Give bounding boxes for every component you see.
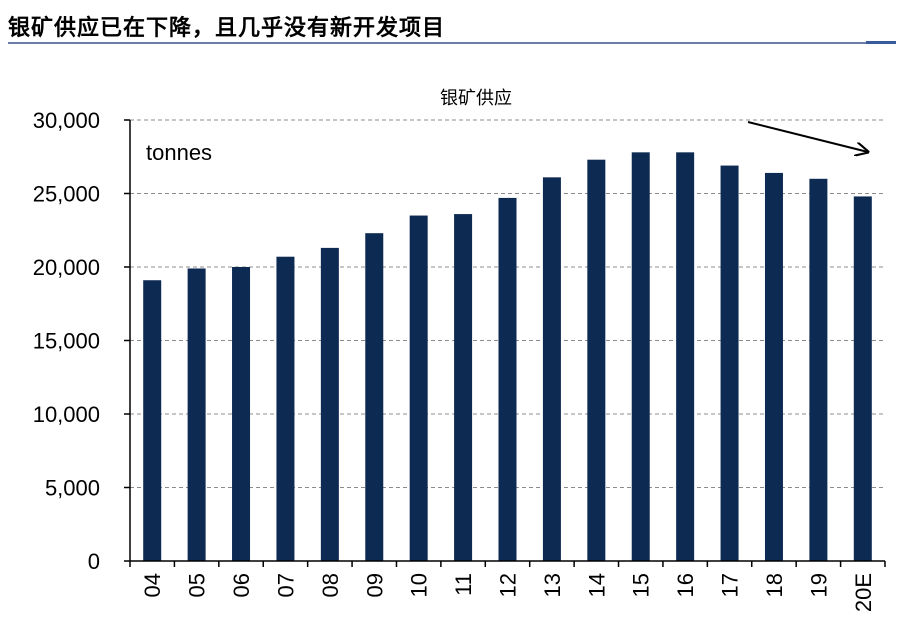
title-underline-accent xyxy=(866,41,896,44)
bar-05 xyxy=(187,268,206,561)
y-tick-label-1: 5,000 xyxy=(45,476,100,501)
y-tick-label-0: 0 xyxy=(88,549,100,574)
trend-arrow xyxy=(747,121,868,152)
title-underline xyxy=(8,42,896,44)
x-tick-label-12: 12 xyxy=(496,573,521,597)
y-tick-label-2: 10,000 xyxy=(33,402,100,427)
bar-13 xyxy=(542,177,561,561)
x-tick-label-16: 16 xyxy=(673,573,698,597)
bar-08 xyxy=(320,247,339,561)
x-tick-label-14: 14 xyxy=(584,573,609,597)
axes xyxy=(124,119,886,567)
bar-09 xyxy=(365,233,384,561)
x-tick-label-05: 05 xyxy=(185,573,210,597)
y-tick-label-4: 20,000 xyxy=(33,255,100,280)
bar-19 xyxy=(809,178,828,562)
bar-10 xyxy=(409,215,428,562)
bar-16 xyxy=(676,152,695,561)
bar-06 xyxy=(232,267,251,561)
x-tick-label-04: 04 xyxy=(140,573,165,597)
x-tick-label-10: 10 xyxy=(407,573,432,597)
x-tick-label-09: 09 xyxy=(362,573,387,597)
bar-17 xyxy=(720,165,739,561)
bar-14 xyxy=(587,159,606,561)
y-tick-label-3: 15,000 xyxy=(33,329,100,354)
y-tick-label-5: 25,000 xyxy=(33,182,100,207)
bar-15 xyxy=(631,152,650,561)
bar-07 xyxy=(276,256,295,561)
chart-title: 银矿供应 xyxy=(440,88,512,109)
x-tick-label-11: 11 xyxy=(451,573,476,596)
x-tick-label-18: 18 xyxy=(762,573,787,597)
bar-11 xyxy=(454,214,473,561)
bar-series xyxy=(143,152,872,562)
unit-label: tonnes xyxy=(146,140,212,165)
x-tick-label-17: 17 xyxy=(718,573,743,597)
y-tick-label-6: 30,000 xyxy=(33,108,100,133)
x-tick-label-19: 19 xyxy=(806,573,831,597)
x-tick-label-20E: 20E xyxy=(851,573,876,612)
x-axis-ticks: 04 05 06 07 08 09 10 11 12 13 14 15 16 17 18 19 20E xyxy=(140,573,876,612)
page-title: 银矿供应已在下降，且几乎没有新开发项目 xyxy=(8,15,446,41)
y-axis-ticks: 0 5,000 10,000 15,000 20,000 25,000 30,000 xyxy=(33,108,100,574)
bar-12 xyxy=(498,197,517,561)
x-tick-label-15: 15 xyxy=(629,573,654,597)
bar-04 xyxy=(143,280,162,561)
x-tick-label-08: 08 xyxy=(318,573,343,597)
bar-18 xyxy=(764,172,783,562)
bar-20E xyxy=(853,196,872,561)
x-tick-label-07: 07 xyxy=(273,573,298,597)
x-tick-label-06: 06 xyxy=(229,573,254,597)
x-tick-label-13: 13 xyxy=(540,573,565,597)
